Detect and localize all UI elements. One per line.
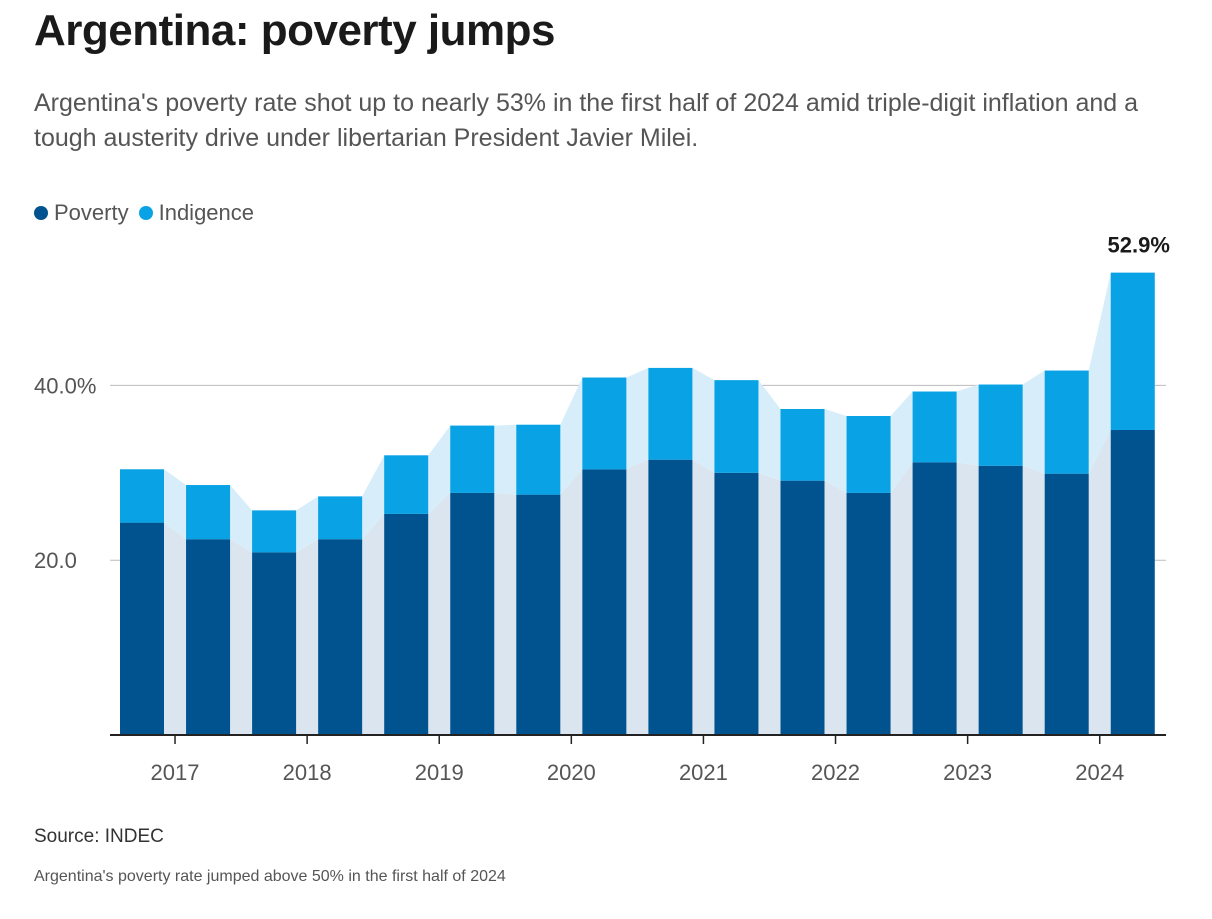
- poverty-bar-1: [186, 539, 231, 735]
- x-tick-label-5: 2022: [811, 760, 860, 785]
- indigence-area: [120, 272, 1155, 553]
- x-tick-label-4: 2021: [679, 760, 728, 785]
- indigence-bar-0: [120, 469, 164, 523]
- indigence-bar-4: [384, 455, 429, 514]
- poverty-bar-13: [978, 465, 1023, 735]
- poverty-bar-2: [252, 552, 297, 735]
- indigence-bar-2: [252, 510, 297, 553]
- legend: Poverty Indigence: [34, 200, 264, 226]
- x-tick-label-0: 2017: [151, 760, 200, 785]
- x-tick-label-6: 2023: [943, 760, 992, 785]
- indigence-bar-9: [714, 380, 759, 473]
- indigence-bar-12: [912, 391, 957, 463]
- indigence-bar-1: [186, 485, 231, 540]
- indigence-bar-13: [978, 384, 1023, 466]
- footnote: Argentina's poverty rate jumped above 50…: [34, 868, 506, 885]
- poverty-bar-6: [516, 494, 561, 735]
- indigence-bar-3: [318, 496, 363, 540]
- poverty-bar-14: [1044, 473, 1089, 735]
- poverty-area: [120, 429, 1155, 735]
- y-tick-label-0: 20.0: [34, 548, 77, 573]
- poverty-bar-0: [120, 522, 164, 735]
- x-tick-label-7: 2024: [1075, 760, 1124, 785]
- legend-label-indigence: Indigence: [158, 200, 255, 225]
- indigence-bar-11: [846, 415, 891, 493]
- x-tick-label-3: 2020: [547, 760, 596, 785]
- poverty-bar-12: [912, 462, 957, 735]
- chart-title: Argentina: poverty jumps: [34, 6, 555, 55]
- peak-value-label: 52.9%: [1108, 233, 1170, 258]
- indigence-bar-14: [1044, 370, 1089, 474]
- chart-subtitle: Argentina's poverty rate shot up to near…: [34, 89, 1139, 152]
- indigence-bar-8: [648, 367, 693, 460]
- x-tick-label-2: 2019: [415, 760, 464, 785]
- indigence-swatch: [138, 206, 153, 220]
- poverty-bar-8: [648, 459, 693, 735]
- poverty-bar-10: [780, 480, 825, 735]
- poverty-bar-4: [384, 513, 429, 735]
- y-tick-label-1: 40.0%: [34, 373, 96, 398]
- poverty-bar-11: [846, 492, 891, 735]
- poverty-swatch: [34, 206, 48, 220]
- legend-item-poverty: Poverty: [34, 200, 129, 226]
- poverty-bar-15: [1110, 429, 1155, 735]
- x-tick-label-1: 2018: [283, 760, 332, 785]
- indigence-bar-10: [780, 408, 825, 481]
- poverty-bar-3: [318, 539, 363, 735]
- poverty-bar-9: [714, 472, 759, 735]
- poverty-bar-7: [582, 469, 627, 735]
- indigence-bar-5: [450, 425, 495, 493]
- legend-item-indigence: Indigence: [138, 200, 255, 226]
- source-note: Source: INDEC: [34, 826, 164, 847]
- indigence-bar-15: [1110, 272, 1155, 430]
- indigence-bar-7: [582, 377, 627, 470]
- poverty-bar-5: [450, 492, 495, 735]
- indigence-bar-6: [516, 424, 561, 495]
- legend-label-poverty: Poverty: [54, 200, 129, 225]
